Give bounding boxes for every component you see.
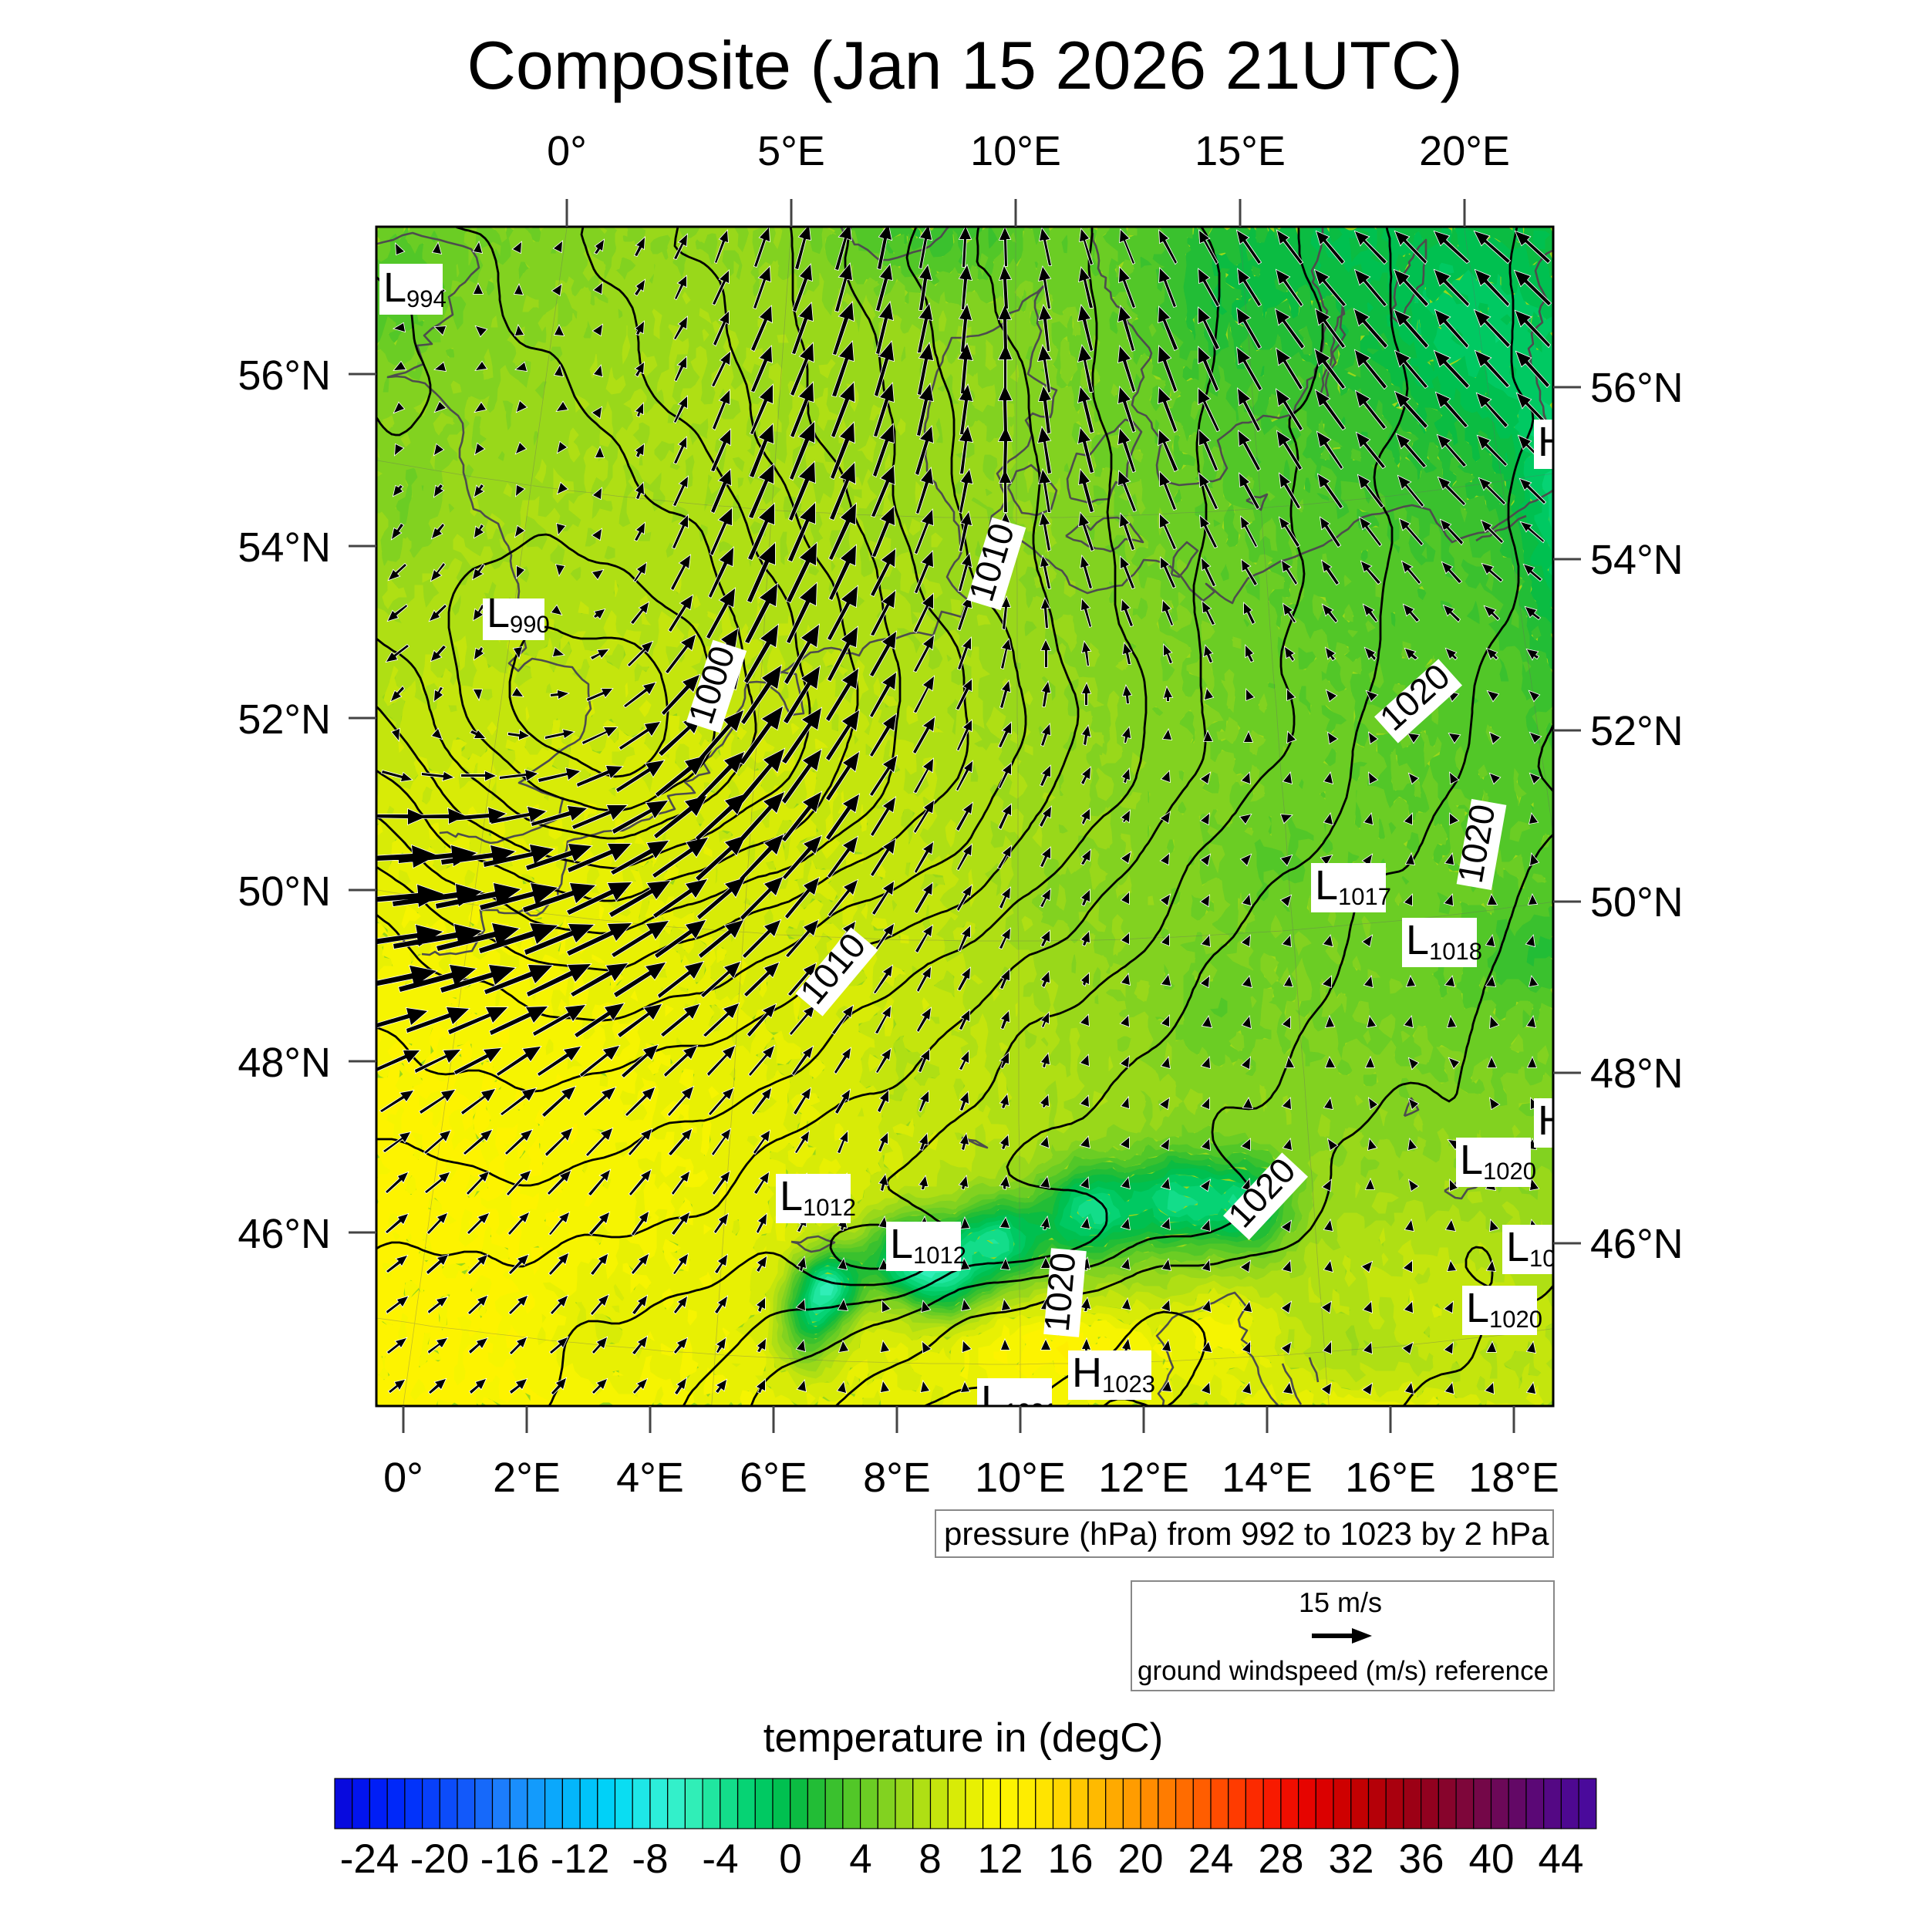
- svg-text:Composite (Jan 15 2026 21UTC): Composite (Jan 15 2026 21UTC): [467, 27, 1462, 103]
- svg-text:ground windspeed (m/s) referen: ground windspeed (m/s) reference: [1138, 1656, 1549, 1686]
- svg-text:54°N: 54°N: [238, 524, 331, 571]
- svg-text:32: 32: [1329, 1836, 1374, 1882]
- svg-text:-24: -24: [340, 1836, 399, 1882]
- svg-text:20: 20: [1118, 1836, 1164, 1882]
- svg-text:8: 8: [918, 1836, 941, 1882]
- svg-text:2°E: 2°E: [493, 1455, 561, 1501]
- svg-text:28: 28: [1259, 1836, 1304, 1882]
- svg-text:50°N: 50°N: [1590, 879, 1684, 926]
- svg-text:24: 24: [1188, 1836, 1234, 1882]
- svg-text:15 m/s: 15 m/s: [1299, 1586, 1382, 1618]
- svg-text:4°E: 4°E: [616, 1455, 684, 1501]
- svg-text:4: 4: [849, 1836, 871, 1882]
- svg-text:40: 40: [1469, 1836, 1515, 1882]
- svg-text:-8: -8: [632, 1836, 668, 1882]
- svg-text:44: 44: [1539, 1836, 1584, 1882]
- svg-text:-12: -12: [551, 1836, 610, 1882]
- svg-text:0: 0: [779, 1836, 801, 1882]
- svg-text:12°E: 12°E: [1098, 1455, 1189, 1501]
- svg-text:1020: 1020: [1036, 1251, 1084, 1333]
- svg-text:54°N: 54°N: [1590, 537, 1684, 583]
- svg-text:52°N: 52°N: [1590, 708, 1684, 754]
- svg-text:50°N: 50°N: [238, 868, 331, 915]
- svg-text:48°N: 48°N: [1590, 1050, 1684, 1097]
- svg-text:20°E: 20°E: [1419, 128, 1510, 174]
- svg-text:H: H: [1538, 1097, 1568, 1144]
- svg-text:56°N: 56°N: [238, 352, 331, 399]
- svg-text:15°E: 15°E: [1195, 128, 1286, 174]
- svg-text:0°: 0°: [547, 128, 587, 174]
- svg-text:H: H: [1538, 419, 1568, 465]
- svg-text:52°N: 52°N: [238, 696, 331, 743]
- svg-text:16: 16: [1048, 1836, 1094, 1882]
- svg-text:46°N: 46°N: [238, 1211, 331, 1257]
- svg-text:5°E: 5°E: [757, 128, 825, 174]
- svg-text:8°E: 8°E: [863, 1455, 931, 1501]
- svg-text:36: 36: [1399, 1836, 1444, 1882]
- svg-text:0°: 0°: [383, 1455, 423, 1501]
- svg-text:6°E: 6°E: [740, 1455, 807, 1501]
- svg-text:56°N: 56°N: [1590, 365, 1684, 411]
- svg-text:-20: -20: [410, 1836, 470, 1882]
- svg-text:16°E: 16°E: [1345, 1455, 1436, 1501]
- svg-text:46°N: 46°N: [1590, 1221, 1684, 1267]
- svg-text:10°E: 10°E: [970, 128, 1061, 174]
- svg-text:10°E: 10°E: [975, 1455, 1066, 1501]
- svg-text:-16: -16: [480, 1836, 540, 1882]
- svg-text:L1020: L1020: [1460, 1137, 1536, 1185]
- svg-text:L1012: L1012: [890, 1221, 966, 1269]
- svg-text:pressure (hPa) from 992 to 102: pressure (hPa) from 992 to 1023 by 2 hPa: [944, 1516, 1549, 1552]
- svg-text:12: 12: [978, 1836, 1023, 1882]
- svg-text:14°E: 14°E: [1222, 1455, 1313, 1501]
- svg-text:18°E: 18°E: [1468, 1455, 1559, 1501]
- svg-text:-4: -4: [702, 1836, 738, 1882]
- svg-text:temperature in (degC): temperature in (degC): [763, 1715, 1163, 1761]
- svg-text:48°N: 48°N: [238, 1040, 331, 1086]
